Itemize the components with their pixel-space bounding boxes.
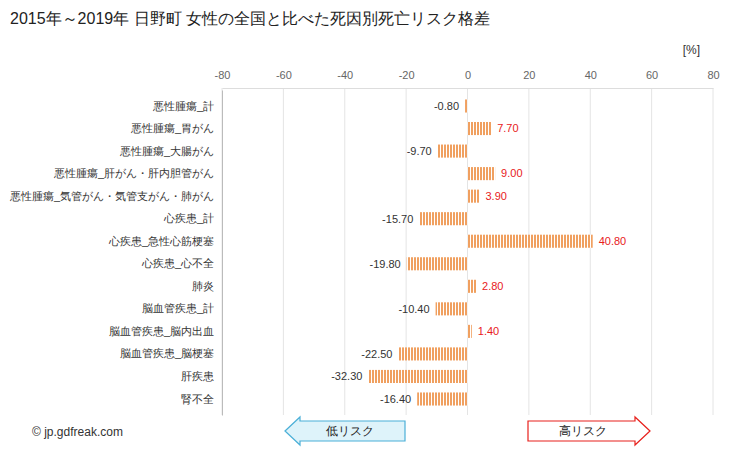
y-tick-label: 心疾患_急性心筋梗塞 [108, 235, 214, 247]
bar [368, 370, 467, 383]
x-tick-label: -20 [399, 69, 415, 81]
y-tick: 悪性腫瘍_計 [152, 100, 222, 112]
y-tick: 悪性腫瘍_気管がん・気管支がん・肺がん [9, 190, 222, 202]
x-tick-label: -40 [337, 69, 353, 81]
grid-line [283, 88, 284, 415]
x-tick-label: 40 [585, 69, 597, 81]
low-risk-arrow [285, 417, 405, 445]
x-tick: -40 [337, 69, 353, 88]
data-label: 3.90 [485, 190, 506, 202]
x-tick: 60 [646, 69, 658, 88]
y-tick: 心疾患_急性心筋梗塞 [108, 235, 222, 247]
grid [222, 88, 713, 415]
data-label: 1.40 [478, 325, 499, 337]
y-tick: 腎不全 [181, 393, 222, 405]
x-tick: 0 [465, 69, 471, 88]
bar [468, 325, 472, 338]
y-tick-label: 肝疾患 [181, 370, 214, 382]
data-label: -0.80 [434, 100, 459, 112]
y-tick: 悪性腫瘍_肝がん・肝内胆管がん [53, 167, 222, 179]
grid-line [590, 88, 591, 415]
grid-line [651, 88, 652, 415]
grid-line [528, 88, 529, 415]
high-risk-label: 高リスク [559, 424, 607, 438]
bar [398, 347, 467, 360]
data-label: -19.80 [370, 258, 401, 270]
data-label: 2.80 [482, 280, 503, 292]
y-tick-label: 肺炎 [192, 280, 214, 292]
x-axis-line [223, 88, 714, 89]
x-tick: -20 [399, 69, 415, 88]
low-risk-label: 低リスク [326, 424, 374, 438]
y-tick-label: 悪性腫瘍_肝がん・肝内胆管がん [53, 167, 214, 179]
x-tick-label: -60 [276, 69, 292, 81]
x-tick: -60 [276, 69, 292, 88]
x-tick: 20 [523, 69, 535, 88]
bar [468, 167, 496, 180]
data-label: -32.30 [331, 370, 362, 382]
x-tick-label: 20 [523, 69, 535, 81]
chart: 2015年～2019年 日野町 女性の全国と比べた死因別死亡リスク格差 [%] -8… [0, 0, 729, 450]
y-tick: 肺炎 [192, 280, 222, 292]
x-tick-label: -80 [215, 69, 231, 81]
bar [407, 257, 468, 270]
grid-line [344, 88, 345, 415]
y-tick-label: 心疾患_計 [163, 212, 214, 224]
y-tick: 肝疾患 [181, 370, 222, 382]
bar [436, 302, 468, 315]
bar [468, 122, 492, 135]
y-axis: 悪性腫瘍_計悪性腫瘍_胃がん悪性腫瘍_大腸がん悪性腫瘍_肝がん・肝内胆管がん悪性… [9, 91, 223, 416]
y-axis-line [222, 91, 223, 416]
y-tick: 心疾患_心不全 [141, 257, 222, 269]
source: © jp.gdfreak.com [32, 425, 123, 439]
y-tick: 悪性腫瘍_胃がん [130, 122, 222, 134]
grid-line [713, 88, 714, 415]
data-labels: -0.80 7.70 -9.70 9.00 3.90 -15.70 40.80 -19.80 2… [331, 100, 626, 405]
risk-arrows: 低リスク 高リスク [285, 417, 650, 445]
y-tick-label: 心疾患_心不全 [141, 257, 214, 269]
bar [419, 212, 467, 225]
y-tick-label: 腎不全 [181, 393, 214, 405]
y-tick: 脳血管疾患_脳内出血 [109, 325, 222, 337]
y-tick-label: 脳血管疾患_脳内出血 [109, 325, 214, 337]
axis-title: [%] [683, 43, 700, 57]
y-tick: 悪性腫瘍_大腸がん [119, 145, 222, 157]
x-tick: -80 [215, 69, 231, 88]
y-tick-label: 悪性腫瘍_気管がん・気管支がん・肺がん [9, 190, 214, 202]
grid-line [406, 88, 407, 415]
y-tick-label: 悪性腫瘍_計 [152, 100, 214, 112]
data-label: -22.50 [361, 348, 392, 360]
y-tick: 脳血管疾患_計 [142, 302, 222, 314]
data-label: 40.80 [599, 235, 627, 247]
x-tick-label: 80 [707, 69, 719, 81]
data-label: -16.40 [380, 393, 411, 405]
bar [465, 99, 467, 112]
bar [468, 235, 593, 248]
bar [468, 280, 477, 293]
y-tick-label: 脳血管疾患_脳梗塞 [120, 347, 214, 359]
x-tick-label: 60 [646, 69, 658, 81]
x-tick: 40 [585, 69, 597, 88]
bar [438, 145, 468, 158]
x-tick: 80 [707, 69, 719, 88]
data-label: 7.70 [497, 122, 518, 134]
data-label: 9.00 [501, 167, 522, 179]
y-tick: 心疾患_計 [163, 212, 222, 224]
grid-line [467, 88, 468, 415]
x-axis: -80 -60 -40 -20 0 20 40 60 80 [215, 69, 720, 89]
y-tick-label: 脳血管疾患_計 [142, 302, 214, 314]
bars [368, 99, 592, 405]
data-label: -15.70 [382, 213, 413, 225]
y-tick-label: 悪性腫瘍_胃がん [130, 122, 214, 134]
y-tick: 脳血管疾患_脳梗塞 [120, 347, 222, 359]
data-label: -10.40 [398, 303, 429, 315]
grid-line [222, 88, 223, 415]
title: 2015年～2019年 日野町 女性の全国と比べた死因別死亡リスク格差 [10, 10, 490, 27]
x-tick-label: 0 [465, 69, 471, 81]
y-tick-label: 悪性腫瘍_大腸がん [119, 145, 214, 157]
bar [468, 190, 480, 203]
data-label: -9.70 [407, 145, 432, 157]
bar [417, 392, 467, 405]
high-risk-arrow [528, 417, 650, 445]
